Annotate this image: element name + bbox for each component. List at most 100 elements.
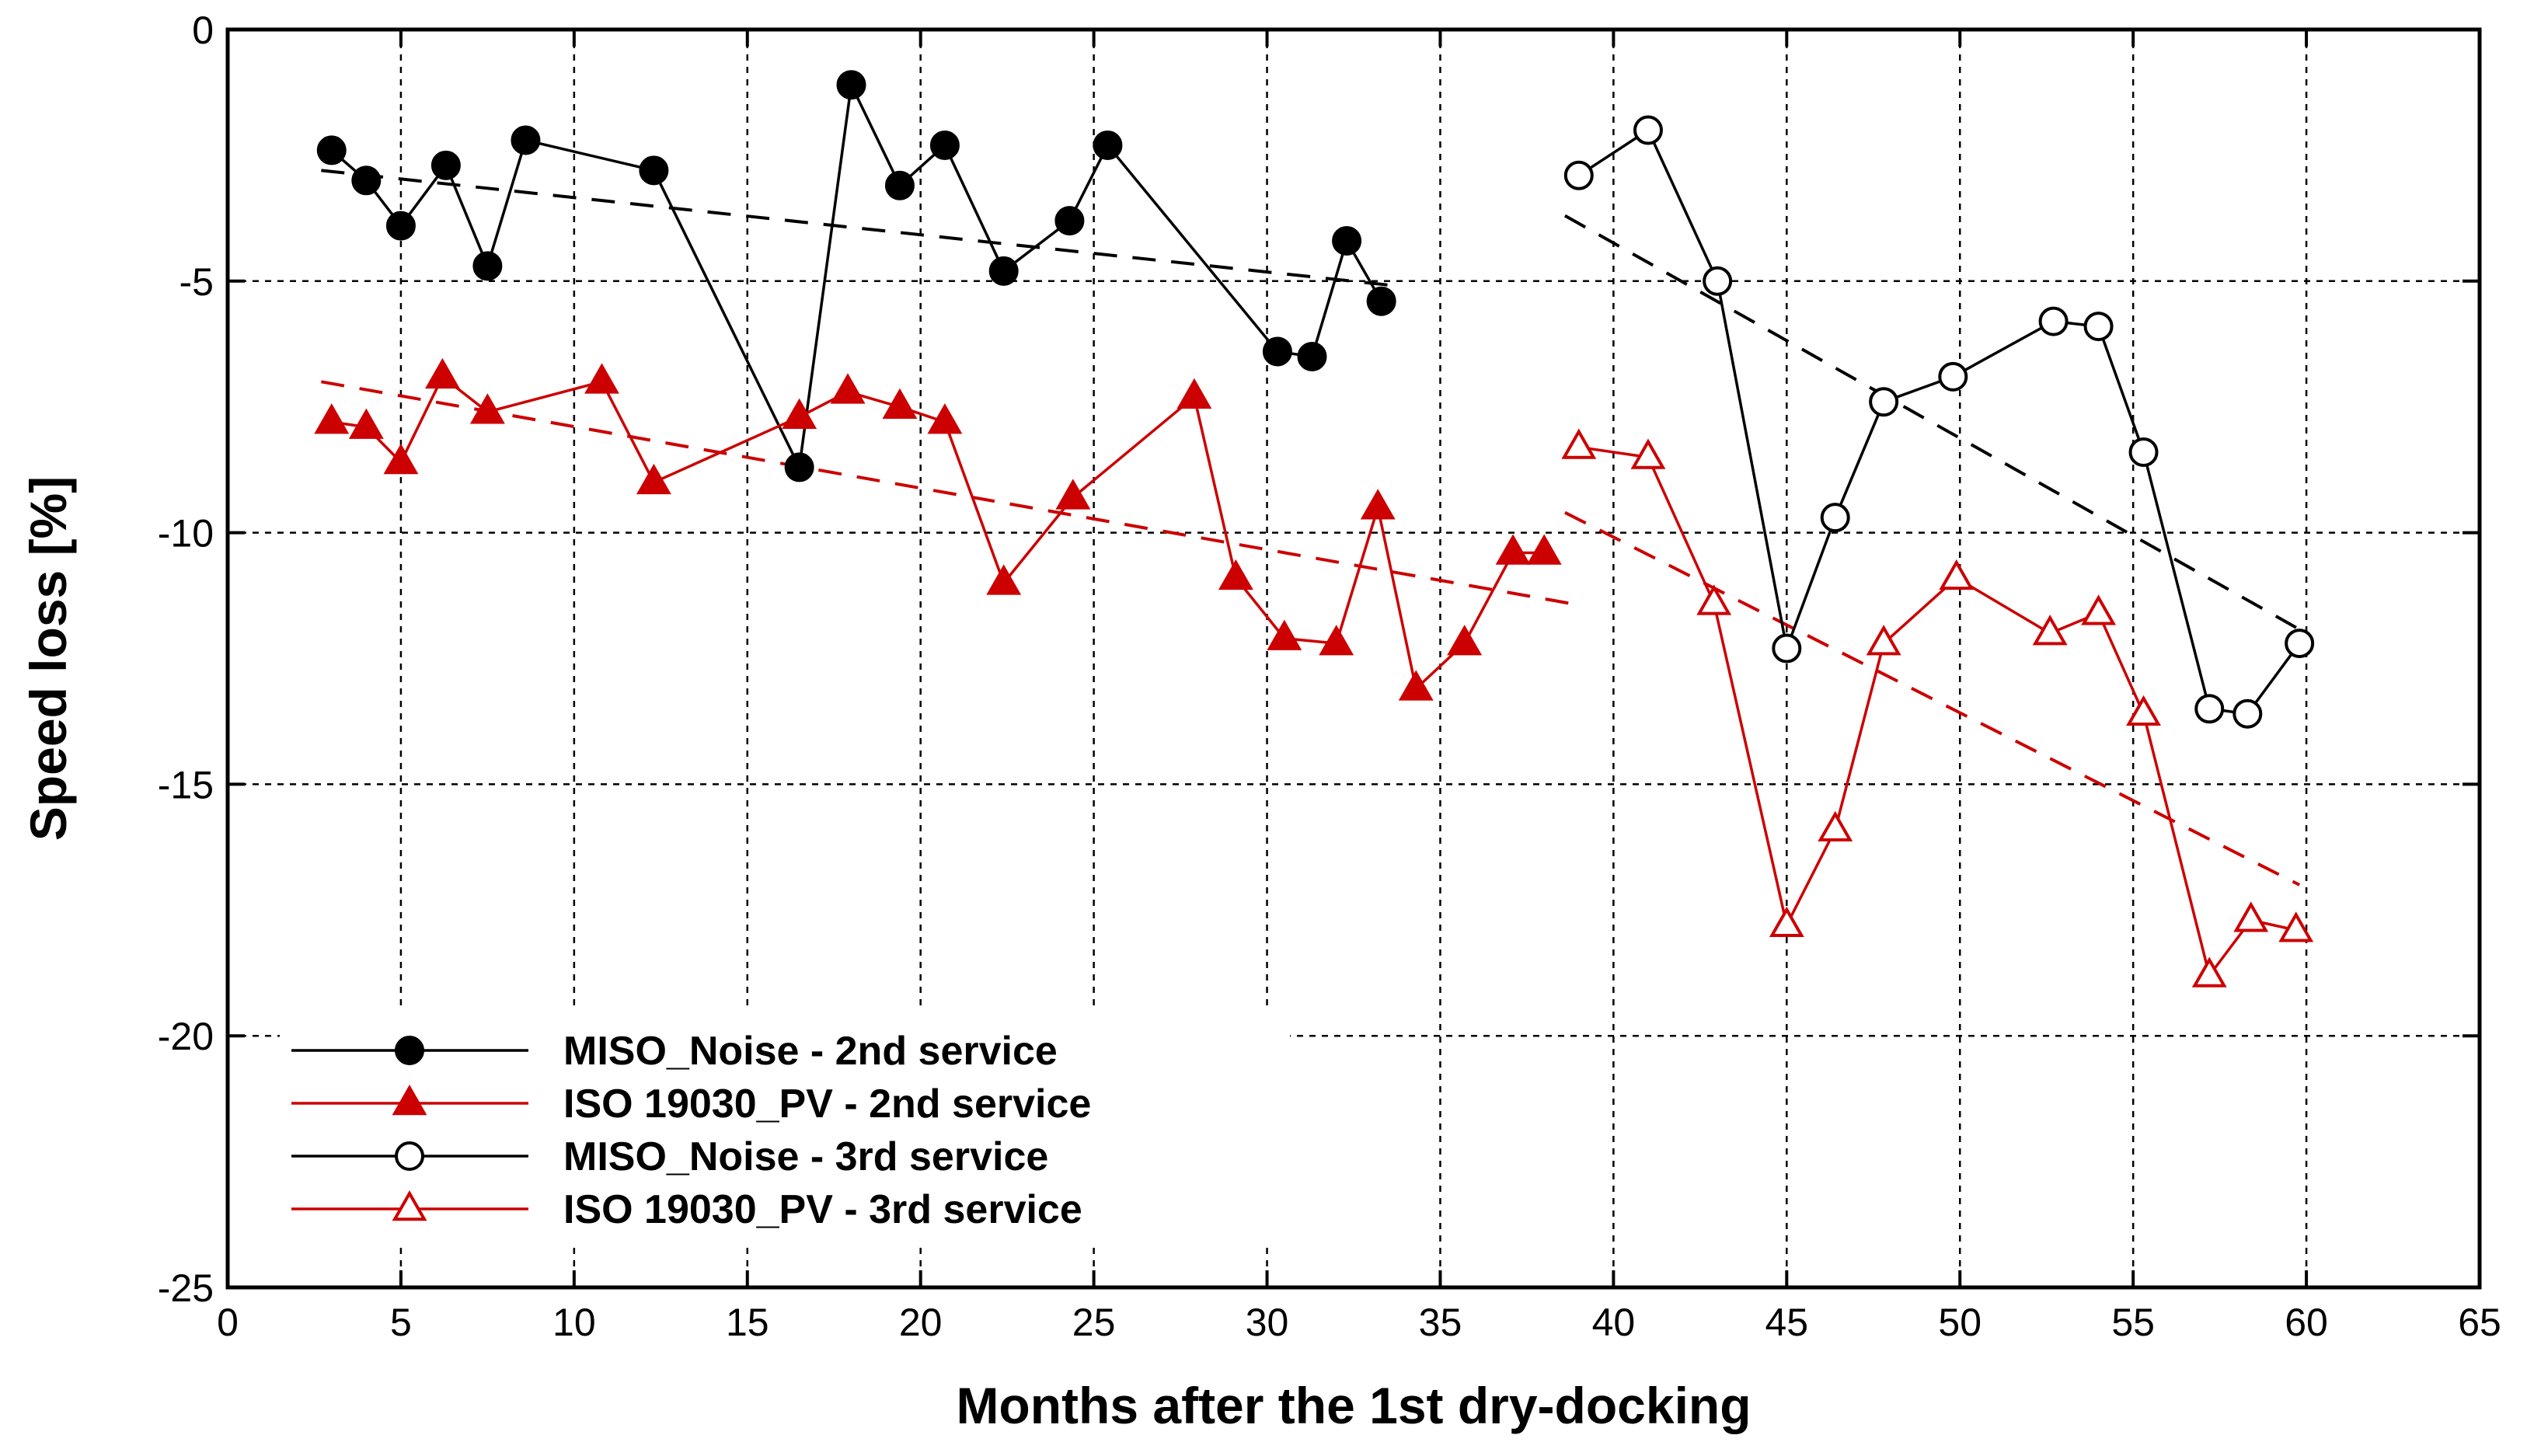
data-point xyxy=(2083,312,2114,342)
legend-marker xyxy=(395,1141,424,1171)
data-point xyxy=(927,403,963,434)
data-point xyxy=(348,408,384,439)
legend-label: ISO 19030_PV - 3rd service xyxy=(563,1187,1082,1232)
legend-label: MISO_Noise - 3rd service xyxy=(563,1134,1048,1179)
legend-item: ISO 19030_PV - 3rd service xyxy=(291,1187,1082,1232)
data-point xyxy=(836,70,866,100)
data-point xyxy=(1360,489,1396,520)
data-point xyxy=(314,403,350,434)
legend-label: ISO 19030_PV - 2nd service xyxy=(563,1082,1091,1127)
data-point xyxy=(2232,698,2263,729)
data-point xyxy=(882,388,918,419)
data-point xyxy=(430,150,461,180)
y-tick-label: -10 xyxy=(158,512,214,556)
y-tick-label: -5 xyxy=(180,260,214,304)
y-tick-label: 0 xyxy=(192,9,214,52)
data-point xyxy=(351,165,382,196)
data-point xyxy=(469,393,505,424)
data-point xyxy=(1939,559,1975,590)
x-tick-label: 15 xyxy=(726,1301,769,1344)
y-axis-title: Speed loss [%] xyxy=(19,476,77,841)
data-point xyxy=(316,135,347,165)
x-tick-label: 10 xyxy=(552,1301,596,1344)
data-point xyxy=(2194,694,2225,724)
data-point xyxy=(636,463,671,495)
x-tick-label: 0 xyxy=(217,1301,239,1344)
legend-background xyxy=(280,1010,1290,1243)
x-tick-label: 40 xyxy=(1592,1301,1636,1344)
data-point xyxy=(1703,266,1733,296)
data-point xyxy=(1938,361,1968,392)
data-point xyxy=(929,130,960,160)
legend-item: ISO 19030_PV - 2nd service xyxy=(291,1082,1091,1127)
data-point xyxy=(1495,534,1531,565)
data-point xyxy=(1818,810,1853,841)
data-point xyxy=(988,256,1019,286)
data-point xyxy=(2191,956,2227,988)
data-point xyxy=(1563,160,1594,190)
data-point xyxy=(1093,130,1123,160)
trend-line xyxy=(1563,214,2308,635)
data-point xyxy=(2233,901,2269,932)
x-tick-label: 20 xyxy=(899,1301,943,1344)
y-tick-label: -15 xyxy=(158,763,214,806)
data-point xyxy=(639,155,669,186)
data-point xyxy=(383,443,419,475)
data-point xyxy=(1869,387,1899,417)
series-line xyxy=(331,375,1545,691)
data-point xyxy=(1332,225,1362,256)
tick-labels: 0 5 10 15 20 25 30 35 40 45 50 55 60 65 0 -5 -10 -15 -20 -2… xyxy=(158,9,2501,1344)
legend-marker xyxy=(395,1036,424,1065)
data-point xyxy=(1054,206,1085,236)
data-point xyxy=(1398,670,1434,701)
series-3 xyxy=(1563,115,2315,729)
data-point xyxy=(784,452,814,482)
data-point xyxy=(1526,534,1562,565)
data-point xyxy=(2032,615,2068,646)
data-point xyxy=(1772,633,1802,664)
x-axis-title: Months after the 1st dry-docking xyxy=(956,1377,1751,1434)
x-tick-label: 50 xyxy=(1938,1301,1982,1344)
axis-ticks xyxy=(226,28,2481,1289)
x-tick-label: 65 xyxy=(2458,1301,2501,1344)
data-point xyxy=(1820,503,1850,533)
data-point xyxy=(1176,378,1212,409)
data-point xyxy=(1866,625,1901,656)
data-point xyxy=(2126,695,2161,726)
x-tick-label: 45 xyxy=(1765,1301,1808,1344)
data-point xyxy=(1769,906,1804,938)
data-point xyxy=(1297,341,1327,371)
x-tick-label: 30 xyxy=(1246,1301,1289,1344)
data-point xyxy=(1267,619,1302,650)
data-point xyxy=(782,398,817,429)
x-tick-label: 60 xyxy=(2285,1301,2328,1344)
data-point xyxy=(1218,559,1253,590)
data-point xyxy=(1633,115,1663,145)
data-point xyxy=(1630,438,1666,469)
legend-marker xyxy=(392,1190,427,1221)
y-tick-label: -20 xyxy=(158,1015,214,1058)
series-1 xyxy=(316,70,1396,482)
data-point xyxy=(1696,584,1732,615)
data-point xyxy=(2081,594,2117,625)
trend-line xyxy=(1564,510,2301,886)
data-point xyxy=(424,357,460,389)
series-2 xyxy=(314,357,1562,701)
data-point xyxy=(1319,625,1354,656)
legend-label: MISO_Noise - 2nd service xyxy=(563,1029,1058,1074)
legend-item: MISO_Noise - 2nd service xyxy=(291,1029,1058,1074)
data-point xyxy=(1262,336,1292,367)
data-point xyxy=(472,251,503,281)
legend-marker xyxy=(392,1085,427,1116)
series-4 xyxy=(1561,428,2314,988)
x-tick-label: 35 xyxy=(1419,1301,1462,1344)
data-point xyxy=(1447,625,1483,656)
data-point xyxy=(884,170,915,200)
x-tick-label: 5 xyxy=(390,1301,412,1344)
x-tick-label: 55 xyxy=(2111,1301,2155,1344)
data-point xyxy=(1055,479,1091,510)
x-tick-label: 25 xyxy=(1072,1301,1116,1344)
legend: MISO_Noise - 2nd service ISO 19030_PV - 2… xyxy=(291,1029,1091,1232)
trend-line xyxy=(321,169,1399,288)
y-tick-label: -25 xyxy=(158,1266,214,1310)
